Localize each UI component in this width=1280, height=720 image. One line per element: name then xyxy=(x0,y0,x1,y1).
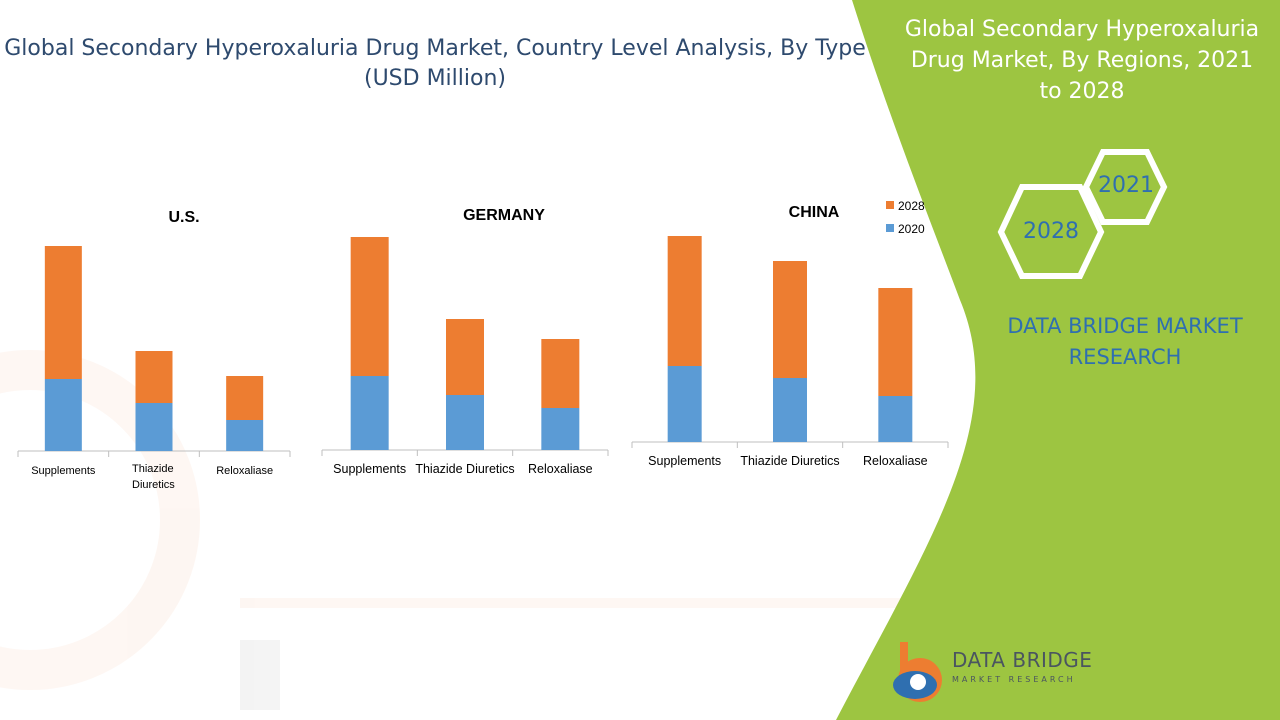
hex-2021-shape xyxy=(1082,149,1168,225)
hex-2028-shape xyxy=(997,184,1105,279)
bar-2-1-2028 xyxy=(773,261,807,378)
bar-2-1-2020 xyxy=(773,378,807,442)
hex-2021-label: 2021 xyxy=(1098,173,1154,198)
bar-1-0-2028 xyxy=(350,237,389,376)
category-label-2-2: Reloxaliase xyxy=(863,454,928,468)
side-panel-title: Global Secondary Hyperoxaluria Drug Mark… xyxy=(904,17,1260,104)
logo-subtext: MARKET RESEARCH xyxy=(952,675,1076,684)
legend-swatch-2028 xyxy=(886,201,894,209)
category-label-1-0: Supplements xyxy=(333,462,406,476)
watermark xyxy=(0,350,1090,710)
bar-1-1-2020 xyxy=(446,395,484,450)
green-panel xyxy=(836,0,1280,720)
bar-2-0-2020 xyxy=(667,366,702,442)
chart-title-0: U.S. xyxy=(168,209,199,226)
legend-swatch-2020 xyxy=(886,224,894,232)
bar-0-2-2028 xyxy=(226,376,264,420)
category-label-0-2: Reloxaliase xyxy=(216,465,273,477)
bar-0-0-2020 xyxy=(44,379,82,451)
page-title: Global Secondary Hyperoxaluria Drug Mark… xyxy=(4,36,866,91)
category-label-0-1: Thiazide Diuretics xyxy=(132,463,175,491)
bar-2-0-2028 xyxy=(667,236,702,366)
bar-1-0-2020 xyxy=(350,376,389,450)
category-label-1-1: Thiazide Diuretics xyxy=(415,462,514,476)
bar-0-0-2028 xyxy=(44,246,82,379)
bar-1-2-2028 xyxy=(541,339,580,408)
category-label-2-1: Thiazide Diuretics xyxy=(740,454,839,468)
bar-0-1-2020 xyxy=(135,403,173,451)
chart-title-2: CHINA xyxy=(789,204,840,221)
legend-label-2028: 2028 xyxy=(898,199,925,213)
chart-title-1: GERMANY xyxy=(463,207,545,224)
category-label-1-2: Reloxaliase xyxy=(528,462,593,476)
logo-mark xyxy=(893,642,942,702)
bar-1-2-2020 xyxy=(541,408,580,450)
legend-label-2020: 2020 xyxy=(898,222,925,236)
bar-1-1-2028 xyxy=(446,319,484,395)
bar-2-2-2028 xyxy=(878,288,913,396)
brand-name: DATA BRIDGE MARKET RESEARCH xyxy=(1007,314,1243,369)
bar-2-2-2020 xyxy=(878,396,913,442)
category-label-0-0: Supplements xyxy=(31,465,96,477)
bar-0-1-2028 xyxy=(135,351,173,403)
hex-2028-label: 2028 xyxy=(1023,219,1079,244)
bar-0-2-2020 xyxy=(226,420,264,451)
logo-text: DATA BRIDGE xyxy=(952,648,1093,672)
category-label-2-0: Supplements xyxy=(648,454,721,468)
